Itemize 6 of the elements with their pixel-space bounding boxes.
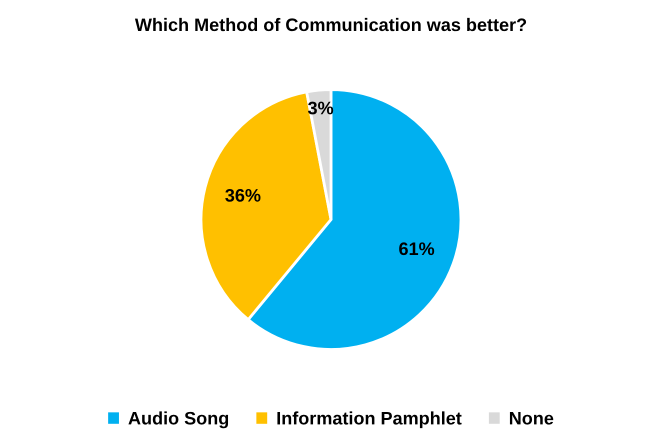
legend-label: None <box>510 412 554 425</box>
data-label: 36% <box>225 188 260 202</box>
legend-label: Audio Song <box>128 411 228 428</box>
chart-title: Which Method of Communication was better? <box>134 18 526 32</box>
legend-label: Information Pamphlet <box>277 411 462 428</box>
data-label: 61% <box>399 242 434 256</box>
